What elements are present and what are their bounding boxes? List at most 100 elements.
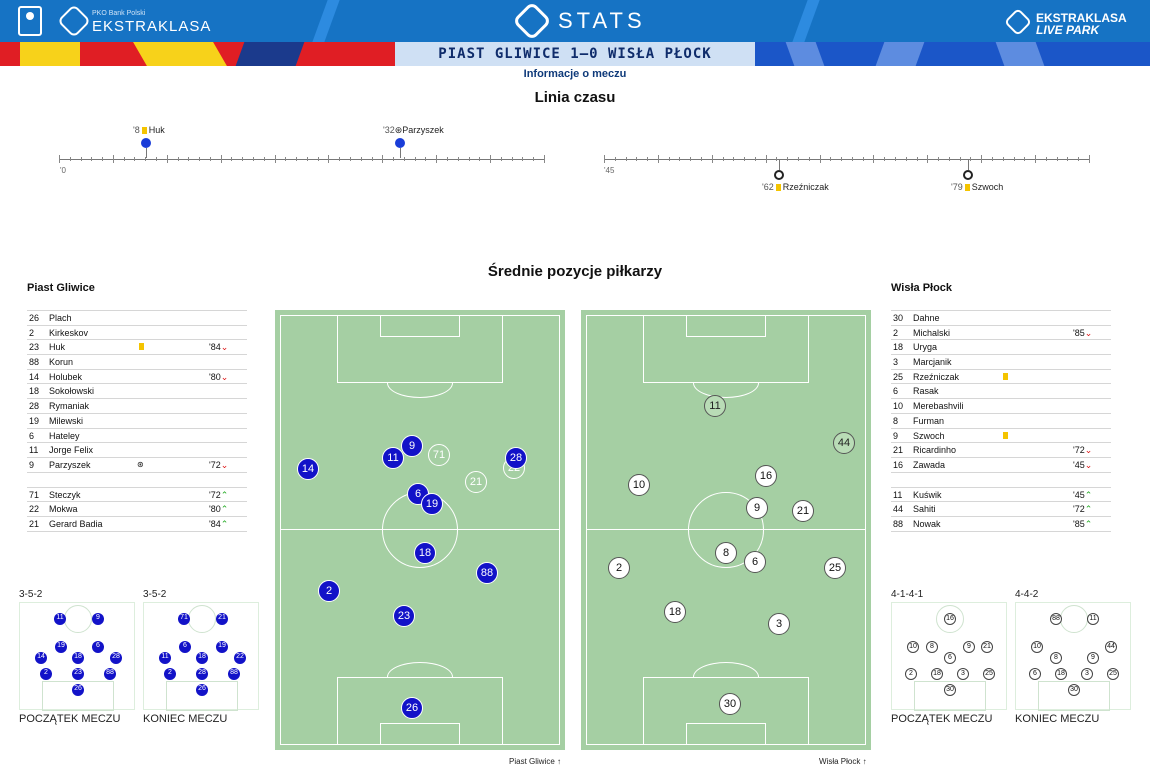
lineup-row[interactable]: 88 Korun xyxy=(27,354,247,369)
mini-player-marker[interactable]: 18 xyxy=(1055,668,1067,680)
player-marker[interactable]: 26 xyxy=(401,697,423,719)
mini-player-marker[interactable]: 88 xyxy=(104,668,116,680)
player-marker[interactable]: 6 xyxy=(744,551,766,573)
lineup-row[interactable]: 2 Kirkeskov xyxy=(27,324,247,340)
sub-player-marker[interactable]: 21 xyxy=(465,471,487,493)
mini-player-marker[interactable]: 2 xyxy=(40,668,52,680)
ekstraklasa-logo-icon[interactable] xyxy=(57,4,91,38)
player-marker[interactable]: 19 xyxy=(421,493,443,515)
live-park-label-2[interactable]: LIVE PARK xyxy=(1036,23,1100,37)
away-event-pin-icon[interactable] xyxy=(963,170,973,180)
away-pitch-label[interactable]: Wisła Płock ↑ xyxy=(819,757,867,766)
mini-player-marker[interactable]: 26 xyxy=(196,684,208,696)
lineup-row[interactable]: 30 Dahne xyxy=(891,310,1111,325)
mini-player-marker[interactable]: 16 xyxy=(944,613,956,625)
sub-player-marker[interactable]: 11 xyxy=(704,395,726,417)
lineup-row[interactable]: 18 Sokołowski xyxy=(27,383,247,398)
mini-player-marker[interactable]: 18 xyxy=(196,652,208,664)
pko-logo-icon[interactable] xyxy=(18,6,42,36)
sub-player-marker[interactable]: 71 xyxy=(428,444,450,466)
match-info-link[interactable]: Informacje o meczu xyxy=(523,68,627,80)
lineup-row[interactable]: 11 Kuświk '45⌃ xyxy=(891,486,1111,502)
mini-player-marker[interactable]: 18 xyxy=(72,652,84,664)
lineup-row[interactable]: 88 Nowak '85⌃ xyxy=(891,515,1111,531)
mini-player-marker[interactable]: 14 xyxy=(35,652,47,664)
player-marker[interactable]: 2 xyxy=(318,580,340,602)
lineup-row[interactable]: 11 Jorge Felix xyxy=(27,442,247,457)
lineup-row[interactable]: 19 Milewski xyxy=(27,412,247,428)
player-marker[interactable]: 23 xyxy=(393,605,415,627)
lineup-row[interactable]: 22 Mokwa '80⌃ xyxy=(27,501,247,516)
mini-player-marker[interactable]: 22 xyxy=(234,652,246,664)
lineup-row[interactable]: 3 Marcjanik xyxy=(891,354,1111,369)
lineup-row[interactable]: 21 Ricardinho '72⌄ xyxy=(891,442,1111,457)
mini-player-marker[interactable]: 6 xyxy=(1029,668,1041,680)
mini-player-marker[interactable]: 6 xyxy=(944,652,956,664)
player-marker[interactable]: 10 xyxy=(628,474,650,496)
home-event-pin-icon[interactable] xyxy=(395,138,405,148)
player-marker[interactable]: 25 xyxy=(824,557,846,579)
lineup-row[interactable]: 25 Rzeźniczak xyxy=(891,368,1111,384)
player-marker[interactable]: 28 xyxy=(505,447,527,469)
mini-player-marker[interactable]: 9 xyxy=(963,641,975,653)
timeline-event[interactable]: '79 Szwoch xyxy=(951,182,1003,192)
mini-player-marker[interactable]: 44 xyxy=(1105,641,1117,653)
mini-player-marker[interactable]: 8 xyxy=(1050,652,1062,664)
away-event-pin-icon[interactable] xyxy=(774,170,784,180)
away-formation-end-diagram[interactable]: 88 11 10 44 8 9 6 18 3 25 30 xyxy=(1015,602,1131,711)
mini-player-marker[interactable]: 10 xyxy=(907,641,919,653)
mini-player-marker[interactable]: 30 xyxy=(944,684,956,696)
player-marker[interactable]: 16 xyxy=(755,465,777,487)
mini-player-marker[interactable]: 19 xyxy=(55,641,67,653)
lineup-row[interactable]: 2 Michalski '85⌄ xyxy=(891,324,1111,340)
lineup-row[interactable]: 18 Uryga xyxy=(891,339,1111,354)
player-marker[interactable]: 14 xyxy=(297,458,319,480)
lineup-row[interactable]: 10 Merebashvili xyxy=(891,398,1111,413)
home-formation-start-diagram[interactable]: 11 9 19 6 14 18 28 2 23 88 26 xyxy=(19,602,135,711)
mini-player-marker[interactable]: 25 xyxy=(983,668,995,680)
lineup-row[interactable]: 71 Steczyk '72⌃ xyxy=(27,486,247,502)
mini-player-marker[interactable]: 23 xyxy=(72,668,84,680)
player-marker[interactable]: 9 xyxy=(401,435,423,457)
mini-player-marker[interactable]: 30 xyxy=(1068,684,1080,696)
lineup-row[interactable]: 6 Hateley xyxy=(27,427,247,443)
mini-player-marker[interactable]: 21 xyxy=(981,641,993,653)
player-marker[interactable]: 8 xyxy=(715,542,737,564)
mini-player-marker[interactable]: 18 xyxy=(931,668,943,680)
lineup-row[interactable]: 9 Szwoch xyxy=(891,427,1111,443)
player-marker[interactable]: 3 xyxy=(768,613,790,635)
mini-player-marker[interactable]: 10 xyxy=(1031,641,1043,653)
mini-player-marker[interactable]: 26 xyxy=(72,684,84,696)
mini-player-marker[interactable]: 6 xyxy=(179,641,191,653)
lineup-row[interactable]: 9 Parzyszek ⊛ '72⌄ xyxy=(27,456,247,472)
mini-player-marker[interactable]: 28 xyxy=(110,652,122,664)
player-marker[interactable]: 21 xyxy=(792,500,814,522)
mini-player-marker[interactable]: 88 xyxy=(1050,613,1062,625)
mini-player-marker[interactable]: 11 xyxy=(159,652,171,664)
away-formation-start-diagram[interactable]: 16 10 8 9 21 6 2 18 3 25 30 xyxy=(891,602,1007,711)
home-formation-end-diagram[interactable]: 71 21 6 19 11 18 22 2 28 88 26 xyxy=(143,602,259,711)
player-marker[interactable]: 88 xyxy=(476,562,498,584)
brand-label[interactable]: EKSTRAKLASA xyxy=(92,18,212,35)
lineup-row[interactable]: 6 Rasak xyxy=(891,383,1111,398)
mini-player-marker[interactable]: 2 xyxy=(164,668,176,680)
live-park-label-1[interactable]: EKSTRAKLASA xyxy=(1036,11,1127,25)
lineup-row[interactable]: 8 Furman xyxy=(891,412,1111,428)
timeline-event[interactable]: '8 Huk xyxy=(133,125,165,135)
mini-player-marker[interactable]: 19 xyxy=(216,641,228,653)
mini-player-marker[interactable]: 3 xyxy=(1081,668,1093,680)
player-marker[interactable]: 11 xyxy=(382,447,404,469)
player-marker[interactable]: 18 xyxy=(664,601,686,623)
lineup-row[interactable]: 21 Gerard Badia '84⌃ xyxy=(27,515,247,531)
timeline-event[interactable]: '62 Rzeźniczak xyxy=(762,182,829,192)
mini-player-marker[interactable]: 8 xyxy=(926,641,938,653)
home-pitch-label[interactable]: Piast Gliwice ↑ xyxy=(509,757,561,766)
mini-player-marker[interactable]: 21 xyxy=(216,613,228,625)
mini-player-marker[interactable]: 6 xyxy=(92,641,104,653)
lineup-row[interactable]: 14 Holubek '80⌄ xyxy=(27,368,247,384)
mini-player-marker[interactable]: 88 xyxy=(228,668,240,680)
mini-player-marker[interactable]: 9 xyxy=(1087,652,1099,664)
mini-player-marker[interactable]: 71 xyxy=(178,613,190,625)
lineup-row[interactable]: 16 Zawada '45⌄ xyxy=(891,456,1111,472)
player-marker[interactable]: 18 xyxy=(414,542,436,564)
